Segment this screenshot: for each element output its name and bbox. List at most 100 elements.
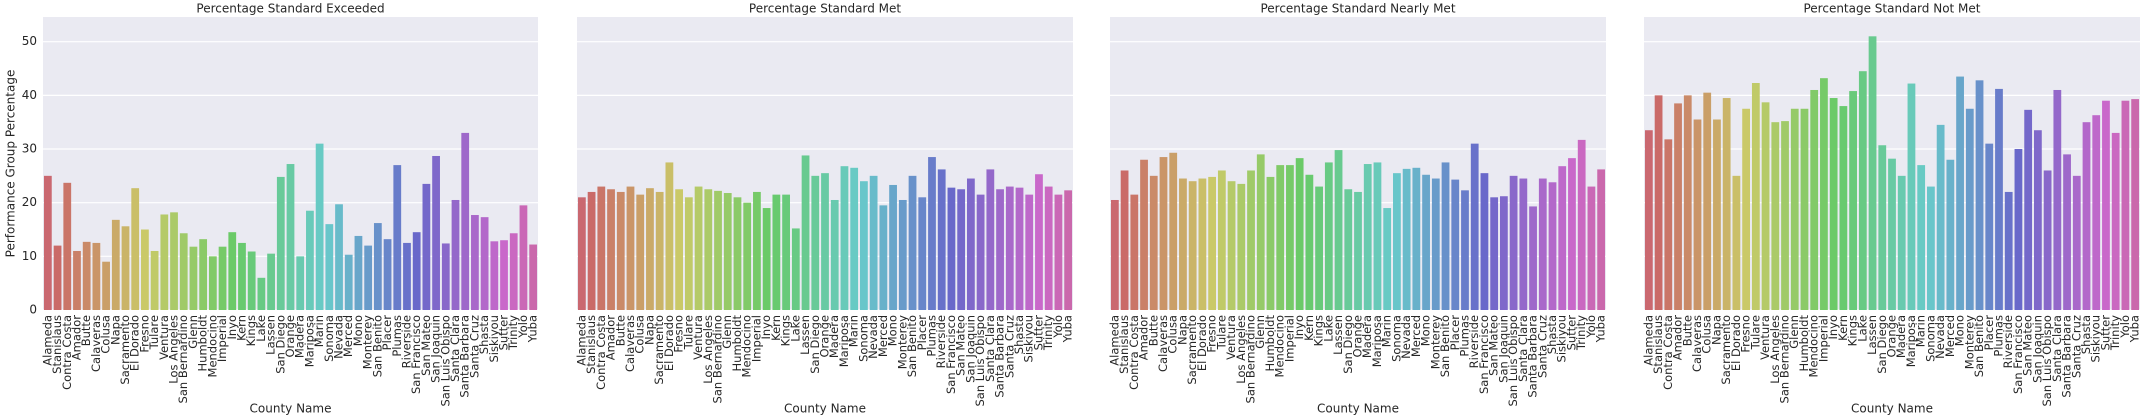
x-tick-label: Santa Cruz: [1002, 315, 1016, 378]
x-tick-label: Trinity: [1041, 315, 1055, 351]
x-tick-label: San Joaquin: [429, 315, 443, 383]
x-tick-label: Amador: [69, 315, 83, 360]
x-tick-label: El Dorado: [662, 315, 676, 371]
x-tick-label: Placer: [915, 315, 929, 351]
bar: [1431, 178, 1440, 310]
x-tick-label: Santa Cruz: [467, 315, 481, 378]
bar: [1781, 121, 1789, 310]
x-tick-label: Stanislaus: [1651, 315, 1665, 374]
x-tick-label: Fresno: [1205, 315, 1219, 353]
bar: [1674, 103, 1682, 311]
x-tick-label: Mariposa: [1904, 315, 1918, 367]
x-tick-label: Orange: [818, 315, 832, 358]
bar: [1179, 178, 1187, 310]
x-tick-label: Shasta: [477, 315, 491, 354]
x-tick-label: Inyo: [1292, 315, 1306, 340]
x-tick-label: Sutter: [1031, 315, 1045, 351]
bar: [898, 199, 907, 310]
bar: [1354, 191, 1362, 310]
x-tick-label: Kings: [244, 315, 258, 346]
bar: [1412, 167, 1421, 310]
x-tick-label: Santa Clara: [2050, 315, 2064, 382]
bar: [354, 235, 363, 310]
x-tick-label: Santa Clara: [448, 315, 462, 382]
x-tick-label: Kern: [234, 315, 248, 341]
x-tick-label: Monterey: [1428, 315, 1442, 369]
bar: [947, 187, 956, 310]
bar: [1732, 175, 1741, 310]
bar: [2053, 89, 2062, 310]
bar: [607, 189, 615, 310]
x-tick-label: Ventura: [691, 315, 705, 360]
x-tick-label: San Francisco: [1477, 315, 1491, 394]
bar: [344, 254, 353, 310]
x-tick-label: Merced: [1409, 315, 1423, 357]
x-tick-label: San Diego: [1341, 315, 1355, 374]
bar: [626, 186, 635, 310]
bar: [1888, 158, 1896, 310]
x-tick-label: Mono: [1953, 315, 1967, 346]
x-tick-label: Colusa: [99, 315, 113, 354]
x-tick-label: Inyo: [1826, 315, 1840, 340]
x-tick-label: Los Angeles: [1768, 315, 1782, 384]
x-tick-label: Siskiyou: [2089, 315, 2103, 362]
bar: [1247, 170, 1255, 310]
x-tick-label: San Bernardino: [711, 315, 725, 403]
x-axis-label: County Name: [1851, 402, 1933, 416]
bar: [315, 143, 324, 310]
x-tick-label: Lassen: [1331, 315, 1345, 355]
bar: [684, 197, 693, 310]
bar: [733, 197, 742, 310]
x-tick-label: Nevada: [1933, 315, 1947, 359]
x-tick-label: Tulare: [147, 315, 161, 350]
x-tick-label: Stanislaus: [1117, 315, 1131, 374]
bar: [208, 256, 217, 310]
bar: [1849, 91, 1857, 310]
x-tick-label: Riverside: [399, 315, 413, 368]
x-tick-label: Humboldt: [196, 315, 210, 372]
bar: [1480, 173, 1489, 310]
bar: [364, 245, 373, 310]
bar: [636, 194, 645, 310]
x-tick-label: Alameda: [1641, 315, 1655, 366]
bar: [1693, 119, 1702, 310]
x-tick-label: Riverside: [1467, 315, 1481, 368]
bar: [53, 245, 62, 310]
bar: [247, 251, 256, 310]
y-tick-label: 10: [22, 249, 37, 263]
x-tick-label: Mono: [886, 315, 900, 346]
x-tick-label: Riverside: [2001, 315, 2015, 368]
x-tick-label: Sutter: [1564, 315, 1578, 351]
bar: [1005, 186, 1014, 310]
x-tick-label: El Dorado: [1729, 315, 1743, 371]
x-tick-label: Kings: [1312, 315, 1326, 346]
bar: [821, 173, 829, 310]
panel-title: Percentage Standard Met: [749, 2, 901, 16]
bar: [772, 194, 781, 310]
x-tick-label: Butte: [613, 315, 627, 346]
x-tick-label: Inyo: [759, 315, 773, 340]
bar: [199, 239, 208, 310]
x-tick-label: San Benito: [905, 315, 919, 377]
bar: [267, 253, 275, 310]
x-tick-label: San Benito: [370, 315, 384, 377]
x-tick-label: Merced: [341, 315, 355, 357]
x-tick-label: Trinity: [506, 315, 520, 351]
bar: [1820, 78, 1828, 310]
bar: [393, 165, 402, 310]
bar: [1751, 83, 1760, 310]
bar: [1946, 159, 1955, 310]
bar: [665, 162, 674, 310]
bar: [1548, 182, 1557, 310]
bar: [296, 256, 305, 310]
x-tick-label: Amador: [1671, 315, 1685, 360]
bar: [1441, 162, 1450, 310]
bar: [1790, 108, 1799, 310]
x-tick-label: Siskiyou: [487, 315, 501, 362]
bar: [1810, 89, 1819, 310]
x-tick-label: San Luis Obispo: [2040, 315, 2054, 407]
bar: [471, 215, 479, 310]
bar: [1490, 197, 1499, 310]
x-tick-label: Sonoma: [322, 315, 336, 362]
x-tick-label: Mendocino: [740, 315, 754, 377]
